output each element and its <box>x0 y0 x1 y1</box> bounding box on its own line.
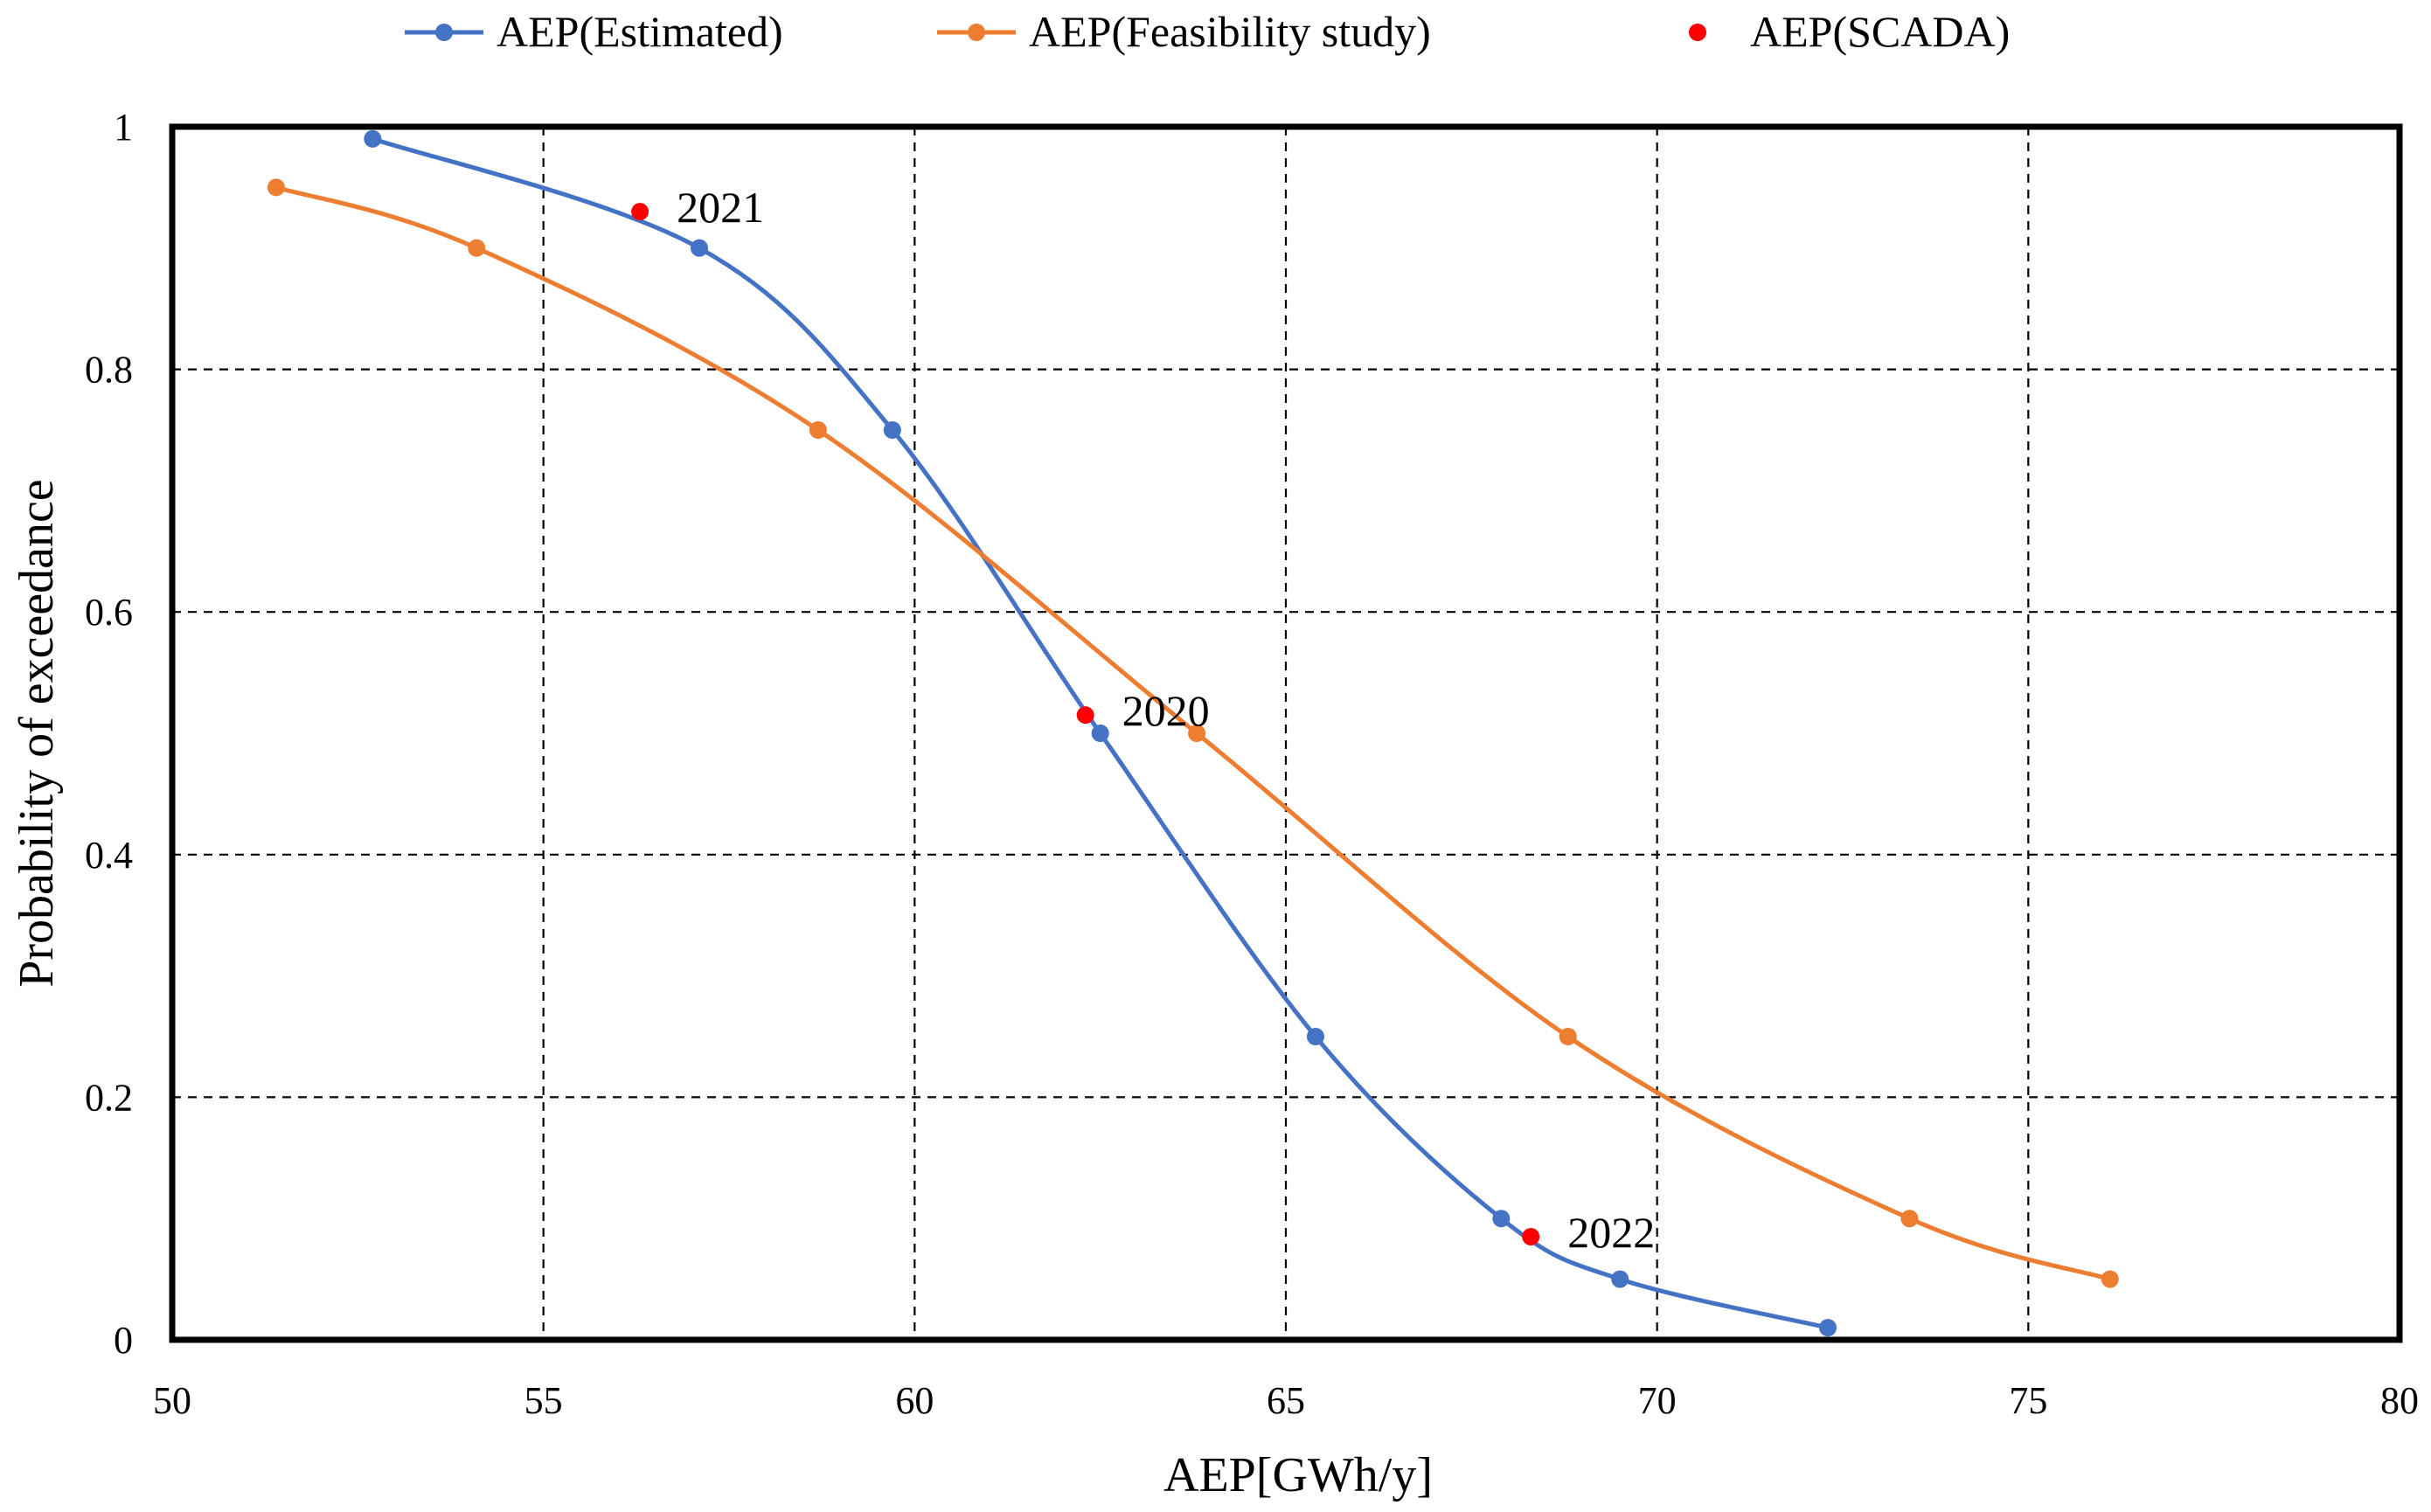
legend-label: AEP(Feasibility study) <box>1029 7 1431 56</box>
y-tick-label: 0.4 <box>85 834 133 877</box>
data-point <box>267 178 285 197</box>
y-tick-label: 0 <box>114 1319 133 1362</box>
y-axis-label: Probability of exceedance <box>10 479 64 988</box>
scada-point <box>1522 1228 1540 1246</box>
data-point <box>1091 725 1109 742</box>
data-label: 2020 <box>1122 686 1210 735</box>
x-tick-label: 55 <box>524 1379 563 1422</box>
x-tick-label: 65 <box>1267 1379 1305 1422</box>
x-axis-label: AEP[GWh/y] <box>1163 1448 1433 1502</box>
data-label: 2021 <box>677 183 764 232</box>
series-aep-scada: 2020 2021 2022 <box>631 183 1655 1257</box>
data-point <box>1188 725 1206 742</box>
x-tick-label: 60 <box>895 1379 934 1422</box>
legend-item: AEP(Feasibility study) <box>937 7 1431 56</box>
grid-lines <box>172 127 2400 1340</box>
data-point <box>809 421 827 439</box>
legend-item: AEP(SCADA) <box>1689 7 2010 56</box>
plot-area-border <box>169 123 2403 1343</box>
legend: AEP(Estimated) AEP(Feasibility study) AEP(… <box>405 7 2010 56</box>
data-point <box>1611 1270 1629 1288</box>
data-point <box>1306 1028 1324 1045</box>
scada-point <box>631 203 649 221</box>
data-point <box>2101 1270 2119 1288</box>
data-point <box>1492 1210 1511 1228</box>
series-layer: 2020 2021 2022 <box>267 129 2119 1337</box>
data-label: 2022 <box>1567 1208 1655 1257</box>
y-tick-label: 0.2 <box>85 1076 133 1119</box>
y-axis-ticks: 0 0.2 0.4 0.6 0.8 1 <box>85 106 133 1362</box>
data-point <box>1900 1210 1919 1228</box>
data-point <box>883 421 901 439</box>
data-point <box>364 129 382 148</box>
series-aep-feasibility-study <box>267 178 2119 1288</box>
x-tick-label: 70 <box>1638 1379 1677 1422</box>
y-tick-label: 0.8 <box>85 349 133 392</box>
data-point <box>1819 1319 1837 1337</box>
x-tick-label: 80 <box>2380 1379 2419 1422</box>
legend-marker <box>435 24 453 41</box>
x-tick-label: 75 <box>2009 1379 2047 1422</box>
legend-marker <box>1689 24 1706 41</box>
scada-point <box>1076 706 1094 725</box>
x-tick-label: 50 <box>153 1379 191 1422</box>
legend-label: AEP(SCADA) <box>1750 7 2010 56</box>
legend-item: AEP(Estimated) <box>405 7 783 56</box>
data-point <box>468 239 486 257</box>
data-point <box>691 239 709 257</box>
legend-label: AEP(Estimated) <box>497 7 783 56</box>
series-aep-estimated <box>364 129 1837 1337</box>
y-tick-label: 0.6 <box>85 591 133 634</box>
x-axis-ticks: 50 55 60 65 70 75 80 <box>153 1379 2419 1422</box>
y-tick-label: 1 <box>114 106 133 149</box>
data-point <box>1559 1028 1577 1045</box>
legend-marker <box>968 24 985 41</box>
